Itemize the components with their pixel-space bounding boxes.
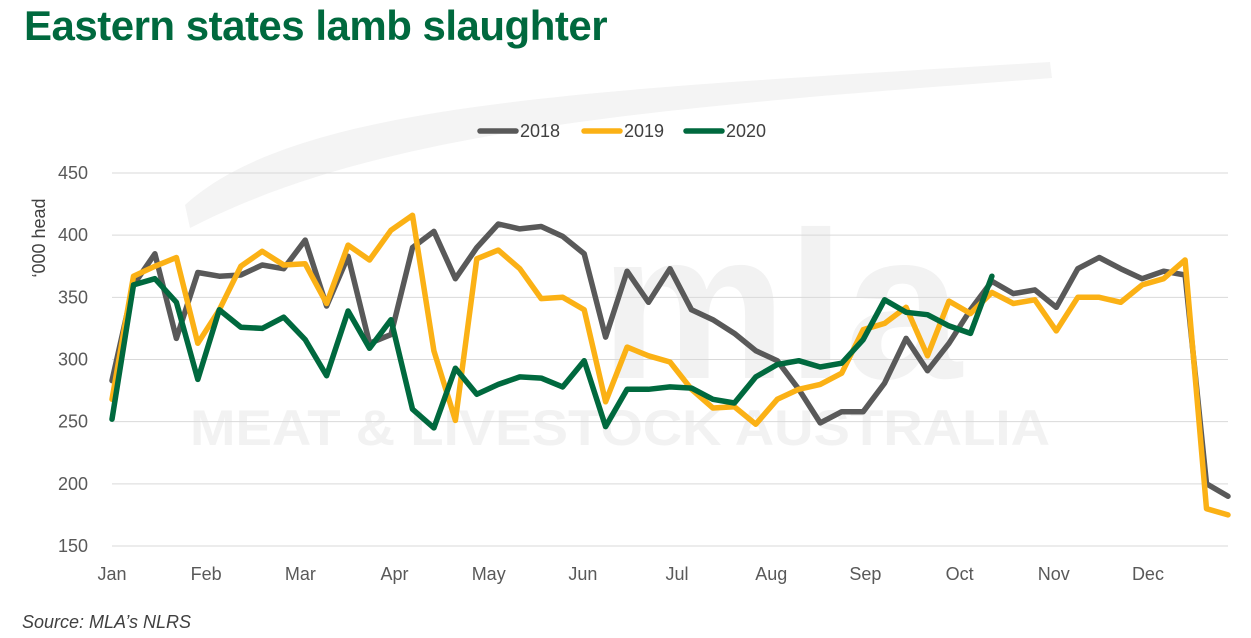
series-line-2020: [109, 273, 995, 431]
series-lines: [109, 212, 1231, 518]
watermark-swoosh: [185, 62, 1052, 228]
y-tick-label: 350: [58, 287, 88, 307]
y-tick-label: 450: [58, 163, 88, 183]
legend: 2018 2019 2020: [477, 121, 766, 141]
x-tick-label: Aug: [755, 564, 787, 584]
y-tick-label: 150: [58, 536, 88, 556]
watermark-logo: mla: [600, 188, 964, 423]
legend-label-2018: 2018: [520, 121, 560, 141]
y-tick-label: 250: [58, 412, 88, 432]
x-tick-label: Jun: [568, 564, 597, 584]
x-tick-label: Dec: [1132, 564, 1164, 584]
x-tick-label: Oct: [946, 564, 974, 584]
source-note: Source: MLA’s NLRS: [22, 612, 192, 632]
chart-title: Eastern states lamb slaughter: [24, 2, 608, 49]
y-axis-title: ‘000 head: [29, 198, 49, 277]
x-tick-label: Jul: [666, 564, 689, 584]
y-tick-label: 300: [58, 350, 88, 370]
y-axis-ticks: 150 200 250 300 350 400 450: [58, 163, 88, 556]
legend-label-2020: 2020: [726, 121, 766, 141]
x-tick-label: Feb: [191, 564, 222, 584]
legend-label-2019: 2019: [624, 121, 664, 141]
watermark-text: MEAT & LIVESTOCK AUSTRALIA: [190, 400, 1050, 456]
mla-watermark: mla MEAT & LIVESTOCK AUSTRALIA: [185, 62, 1052, 456]
x-tick-label: Jan: [97, 564, 126, 584]
x-tick-label: Nov: [1038, 564, 1070, 584]
gridlines: [112, 172, 1228, 547]
x-tick-label: Mar: [285, 564, 316, 584]
series-line-2019: [109, 212, 1231, 518]
series-line-2018: [109, 221, 1231, 500]
x-tick-label: Apr: [381, 564, 409, 584]
y-tick-label: 200: [58, 474, 88, 494]
x-tick-label: May: [472, 564, 506, 584]
x-tick-label: Sep: [849, 564, 881, 584]
x-axis-ticks: Jan Feb Mar Apr May Jun Jul Aug Sep Oct Nov Dec: [97, 564, 1163, 584]
y-tick-label: 400: [58, 225, 88, 245]
